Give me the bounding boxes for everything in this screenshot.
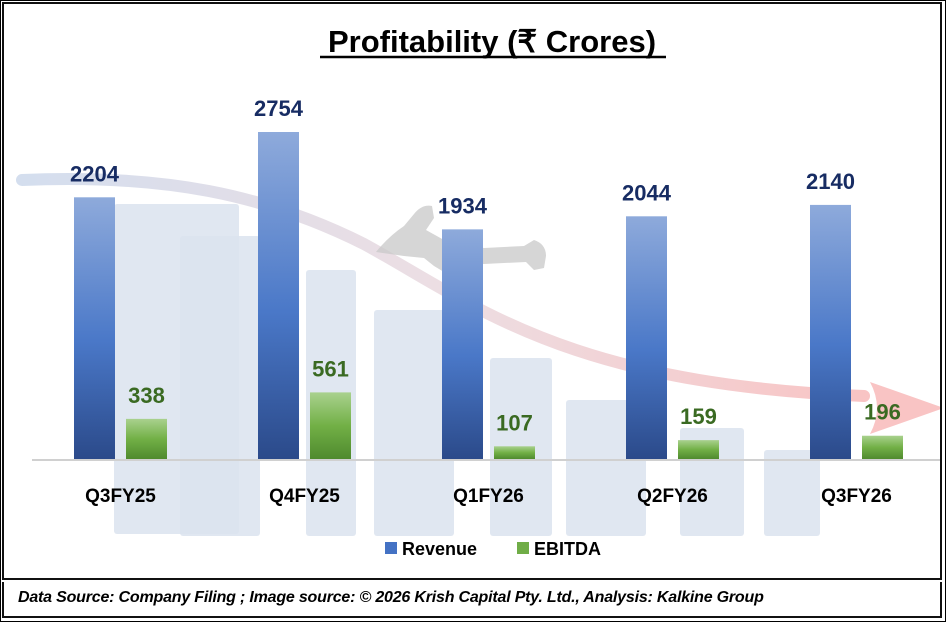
footer-source-text: Data Source: Company Filing ; Image sour… [18, 589, 764, 606]
data-label-revenue-q1fy26: 1934 [438, 193, 488, 218]
data-label-ebitda-q1fy26: 107 [496, 410, 533, 435]
bar-revenue-q2fy26 [626, 216, 667, 459]
data-label-revenue-q4fy25: 2754 [254, 96, 304, 121]
backdrop-column [180, 236, 260, 536]
x-tick-label-q3fy26: Q3FY26 [821, 486, 892, 507]
bar-ebitda-q4fy25 [310, 392, 351, 459]
backdrop-column [374, 310, 454, 536]
data-label-ebitda-q2fy26: 159 [680, 404, 717, 429]
bar-revenue-q4fy25 [258, 132, 299, 459]
bar-ebitda-q3fy26 [862, 435, 903, 459]
chart-panel: Profitability (₹ Crores) 2204 338 Q3FY25 27… [2, 2, 942, 580]
x-tick-label-q1fy26: Q1FY26 [453, 486, 524, 507]
x-tick-label-q4fy25: Q4FY25 [269, 486, 340, 507]
data-label-revenue-q2fy26: 2044 [622, 180, 672, 205]
legend-label-ebitda: EBITDA [534, 539, 601, 559]
backdrop-column [764, 450, 820, 536]
legend-swatch-revenue [385, 542, 397, 554]
legend-label-revenue: Revenue [402, 539, 477, 559]
footer: Data Source: Company Filing ; Image sour… [2, 582, 942, 618]
data-label-revenue-q3fy26: 2140 [806, 169, 855, 194]
data-label-ebitda-q3fy26: 196 [864, 400, 901, 425]
chart-title: Profitability (₹ Crores) [328, 24, 656, 59]
data-label-revenue-q3fy25: 2204 [70, 161, 120, 186]
bar-ebitda-q2fy26 [678, 440, 719, 459]
bars-group [74, 132, 903, 460]
bar-revenue-q3fy25 [74, 197, 115, 460]
x-tick-label-q2fy26: Q2FY26 [637, 486, 708, 507]
bar-ebitda-q1fy26 [494, 446, 535, 459]
bar-revenue-q3fy26 [810, 204, 851, 459]
bar-revenue-q1fy26 [442, 229, 483, 459]
data-label-ebitda-q3fy25: 338 [128, 383, 165, 408]
bar-ebitda-q3fy25 [126, 418, 167, 459]
x-tick-label-q3fy25: Q3FY25 [85, 486, 156, 507]
chart-svg: Profitability (₹ Crores) 2204 338 Q3FY25 27… [16, 24, 940, 559]
legend: Revenue EBITDA [385, 539, 601, 559]
labels-group: 2204 338 Q3FY25 2754 561 Q4FY25 1934 107 Q1FY26 2… [70, 96, 901, 507]
legend-swatch-ebitda [517, 542, 529, 554]
data-label-ebitda-q4fy25: 561 [312, 356, 349, 381]
hurdler-silhouette [376, 205, 546, 272]
trend-arrow-head [870, 382, 940, 434]
